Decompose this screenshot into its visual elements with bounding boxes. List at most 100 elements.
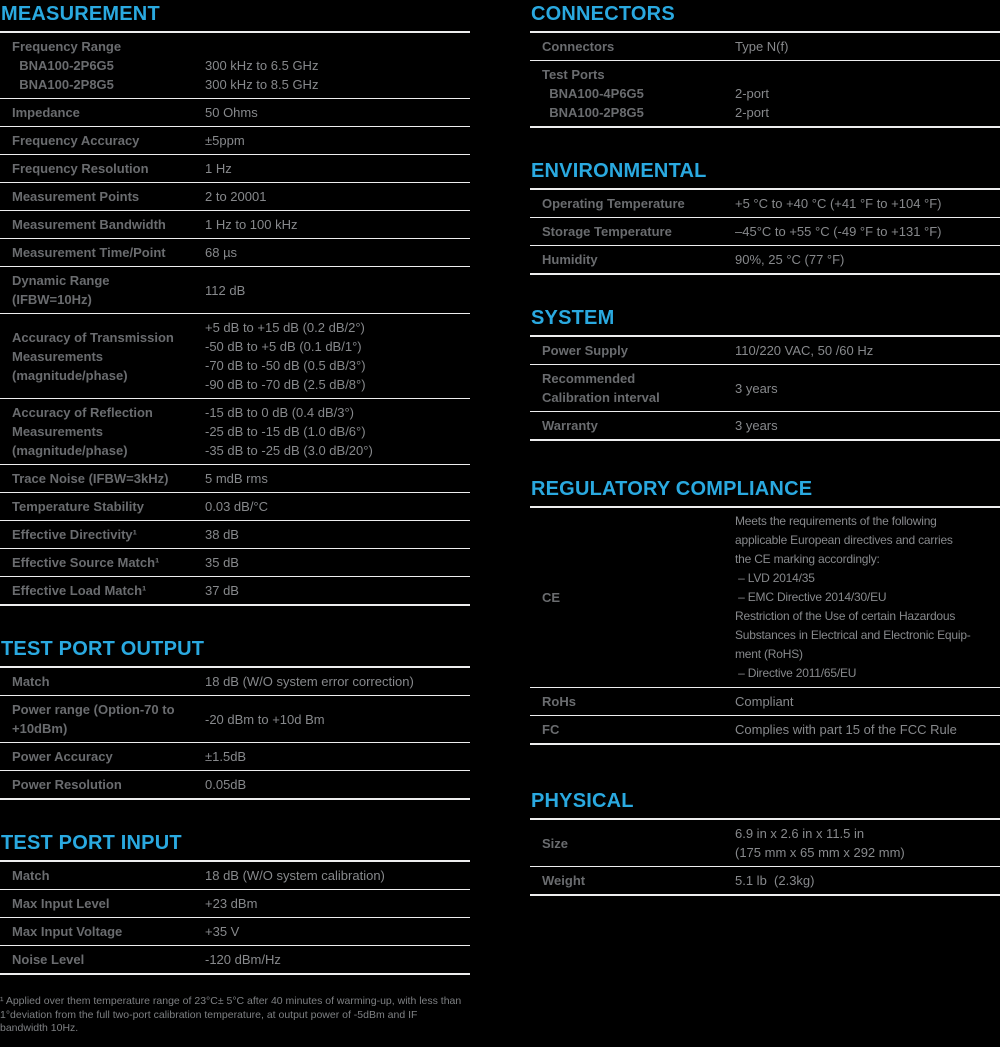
spec-value: 110/220 VAC, 50 /60 Hz (735, 343, 874, 358)
section-test-port-input: TEST PORT INPUT Match 18 dB (W/O system … (0, 831, 470, 975)
section-test-port-output: TEST PORT OUTPUT Match 18 dB (W/O system… (0, 637, 470, 800)
spec-row-storage-temperature: Storage Temperature –45°C to +55 °C (-49… (530, 217, 1000, 245)
spec-value: 18 dB (W/O system calibration) (205, 868, 385, 883)
spec-row-match: Match 18 dB (W/O system error correction… (0, 668, 470, 695)
spec-label: Accuracy of Transmission Measurements (m… (12, 329, 174, 383)
spec-label: Match (12, 868, 50, 883)
spec-label: Match (12, 674, 50, 689)
spec-value: -20 dBm to +10d Bm (205, 711, 325, 727)
spec-label: Storage Temperature (542, 224, 672, 239)
section-title-physical: PHYSICAL (531, 790, 634, 812)
spec-value: -15 dB to 0 dB (0.4 dB/3°) -25 dB to -15… (205, 405, 373, 458)
spec-row-max-input-level: Max Input Level +23 dBm (0, 889, 470, 917)
left-column: MEASUREMENT Frequency Range BNA100-2P6G5… (0, 0, 470, 1036)
spec-value: 38 dB (205, 527, 239, 542)
spec-label: Frequency Range BNA100-2P6G5 BNA100-2P8G… (12, 39, 122, 92)
spec-value: 6.9 in x 2.6 in x 11.5 in (175 mm x 65 m… (735, 826, 905, 860)
spec-label: Connectors (542, 39, 615, 54)
connectors-table: Connectors Type N(f) Test Ports BNA100-4… (530, 31, 1000, 128)
spec-row-power-range: Power range (Option-70 to +10dBm) -20 dB… (0, 695, 470, 742)
spec-label: Recommended Calibration interval (542, 371, 660, 405)
spec-value: 68 µs (205, 245, 238, 260)
spec-value: +35 V (205, 924, 240, 939)
spec-label: Trace Noise (IFBW=3kHz) (12, 471, 169, 486)
section-title-measurement: MEASUREMENT (1, 3, 160, 25)
spec-row-rohs: RoHs Compliant (530, 687, 1000, 715)
spec-row-accuracy-reflection: Accuracy of Reflection Measurements (mag… (0, 398, 470, 464)
spec-row-trace-noise: Trace Noise (IFBW=3kHz) 5 mdB rms (0, 464, 470, 492)
spec-value: 37 dB (205, 583, 239, 598)
spec-value: +5 °C to +40 °C (+41 °F to +104 °F) (735, 196, 942, 211)
spec-value: Meets the requirements of the following … (735, 514, 971, 680)
spec-label: Dynamic Range (IFBW=10Hz) (12, 273, 110, 307)
spec-label: Size (542, 835, 569, 851)
system-table: Power Supply 110/220 VAC, 50 /60 Hz Reco… (530, 335, 1000, 441)
spec-row-measurement-bandwidth: Measurement Bandwidth 1 Hz to 100 kHz (0, 210, 470, 238)
spec-value: 1 Hz (205, 161, 232, 176)
spec-label: Noise Level (12, 952, 85, 967)
spec-value: Type N(f) (735, 39, 789, 54)
spec-row-operating-temperature: Operating Temperature +5 °C to +40 °C (+… (530, 190, 1000, 217)
spec-value: 0.03 dB/°C (205, 499, 269, 514)
spec-value: +5 dB to +15 dB (0.2 dB/2°) -50 dB to +5… (205, 320, 366, 392)
spec-label: CE (542, 590, 561, 605)
spec-row-weight: Weight 5.1 lb (2.3kg) (530, 866, 1000, 894)
spec-row-max-input-voltage: Max Input Voltage +35 V (0, 917, 470, 945)
spec-row-test-ports: Test Ports BNA100-4P6G5 BNA100-2P8G5 2-p… (530, 60, 1000, 126)
section-connectors: CONNECTORS Connectors Type N(f) Test Por… (530, 2, 1000, 128)
spec-label: Measurement Points (12, 189, 140, 204)
spec-value: 3 years (735, 418, 778, 433)
spec-row-calibration-interval: Recommended Calibration interval 3 years (530, 364, 1000, 411)
spec-label: Max Input Voltage (12, 924, 123, 939)
spec-row-impedance: Impedance 50 Ohms (0, 98, 470, 126)
spec-value: 0.05dB (205, 777, 247, 792)
section-title-test-port-input: TEST PORT INPUT (1, 832, 182, 854)
test-port-input-table: Match 18 dB (W/O system calibration) Max… (0, 860, 470, 975)
spec-value: 3 years (735, 380, 778, 396)
spec-row-dynamic-range: Dynamic Range (IFBW=10Hz) 112 dB (0, 266, 470, 313)
test-port-output-table: Match 18 dB (W/O system error correction… (0, 666, 470, 800)
spec-row-frequency-resolution: Frequency Resolution 1 Hz (0, 154, 470, 182)
spec-row-accuracy-transmission: Accuracy of Transmission Measurements (m… (0, 313, 470, 398)
spec-row-match: Match 18 dB (W/O system calibration) (0, 862, 470, 889)
spec-label: Max Input Level (12, 896, 110, 911)
spec-row-power-accuracy: Power Accuracy ±1.5dB (0, 742, 470, 770)
spec-row-fcc: FC Complies with part 15 of the FCC Rule (530, 715, 1000, 743)
physical-table: Size 6.9 in x 2.6 in x 11.5 in (175 mm x… (530, 818, 1000, 896)
spec-value: 18 dB (W/O system error correction) (205, 674, 414, 689)
spec-value: 2 to 20001 (205, 189, 267, 204)
spec-label: Weight (542, 873, 586, 888)
spec-row-ce: CE Meets the requirements of the followi… (530, 508, 1000, 687)
spec-label: Temperature Stability (12, 499, 144, 514)
spec-label: Measurement Time/Point (12, 245, 166, 260)
spec-label: Effective Load Match¹ (12, 583, 147, 598)
spec-value: -120 dBm/Hz (205, 952, 281, 967)
spec-value: 50 Ohms (205, 105, 258, 120)
spec-row-frequency-range: Frequency Range BNA100-2P6G5 BNA100-2P8G… (0, 33, 470, 98)
spec-label: Test Ports BNA100-4P6G5 BNA100-2P8G5 (542, 67, 644, 120)
section-title-system: SYSTEM (531, 307, 615, 329)
spec-value: 112 dB (205, 282, 246, 298)
section-title-test-port-output: TEST PORT OUTPUT (1, 638, 205, 660)
section-physical: PHYSICAL Size 6.9 in x 2.6 in x 11.5 in … (530, 789, 1000, 896)
section-system: SYSTEM Power Supply 110/220 VAC, 50 /60 … (530, 306, 1000, 441)
spec-value: ±5ppm (205, 133, 245, 148)
spec-row-effective-load-match: Effective Load Match¹ 37 dB (0, 576, 470, 604)
spec-label: Power Accuracy (12, 749, 113, 764)
section-title-connectors: CONNECTORS (531, 3, 675, 25)
spec-row-connectors: Connectors Type N(f) (530, 33, 1000, 60)
spec-value: 1 Hz to 100 kHz (205, 217, 298, 232)
spec-label: Frequency Resolution (12, 161, 149, 176)
spec-label: Power range (Option-70 to +10dBm) (12, 702, 175, 736)
spec-value: 90%, 25 °C (77 °F) (735, 252, 845, 267)
spec-value: +23 dBm (205, 896, 258, 911)
spec-row-warranty: Warranty 3 years (530, 411, 1000, 439)
spec-value: ±1.5dB (205, 749, 247, 764)
spec-row-size: Size 6.9 in x 2.6 in x 11.5 in (175 mm x… (530, 820, 1000, 866)
spec-value: 300 kHz to 6.5 GHz 300 kHz to 8.5 GHz (205, 58, 319, 92)
spec-label: Power Supply (542, 343, 628, 358)
spec-row-measurement-points: Measurement Points 2 to 20001 (0, 182, 470, 210)
spec-row-power-resolution: Power Resolution 0.05dB (0, 770, 470, 798)
spec-label: Humidity (542, 252, 598, 267)
spec-label: RoHs (542, 694, 576, 709)
